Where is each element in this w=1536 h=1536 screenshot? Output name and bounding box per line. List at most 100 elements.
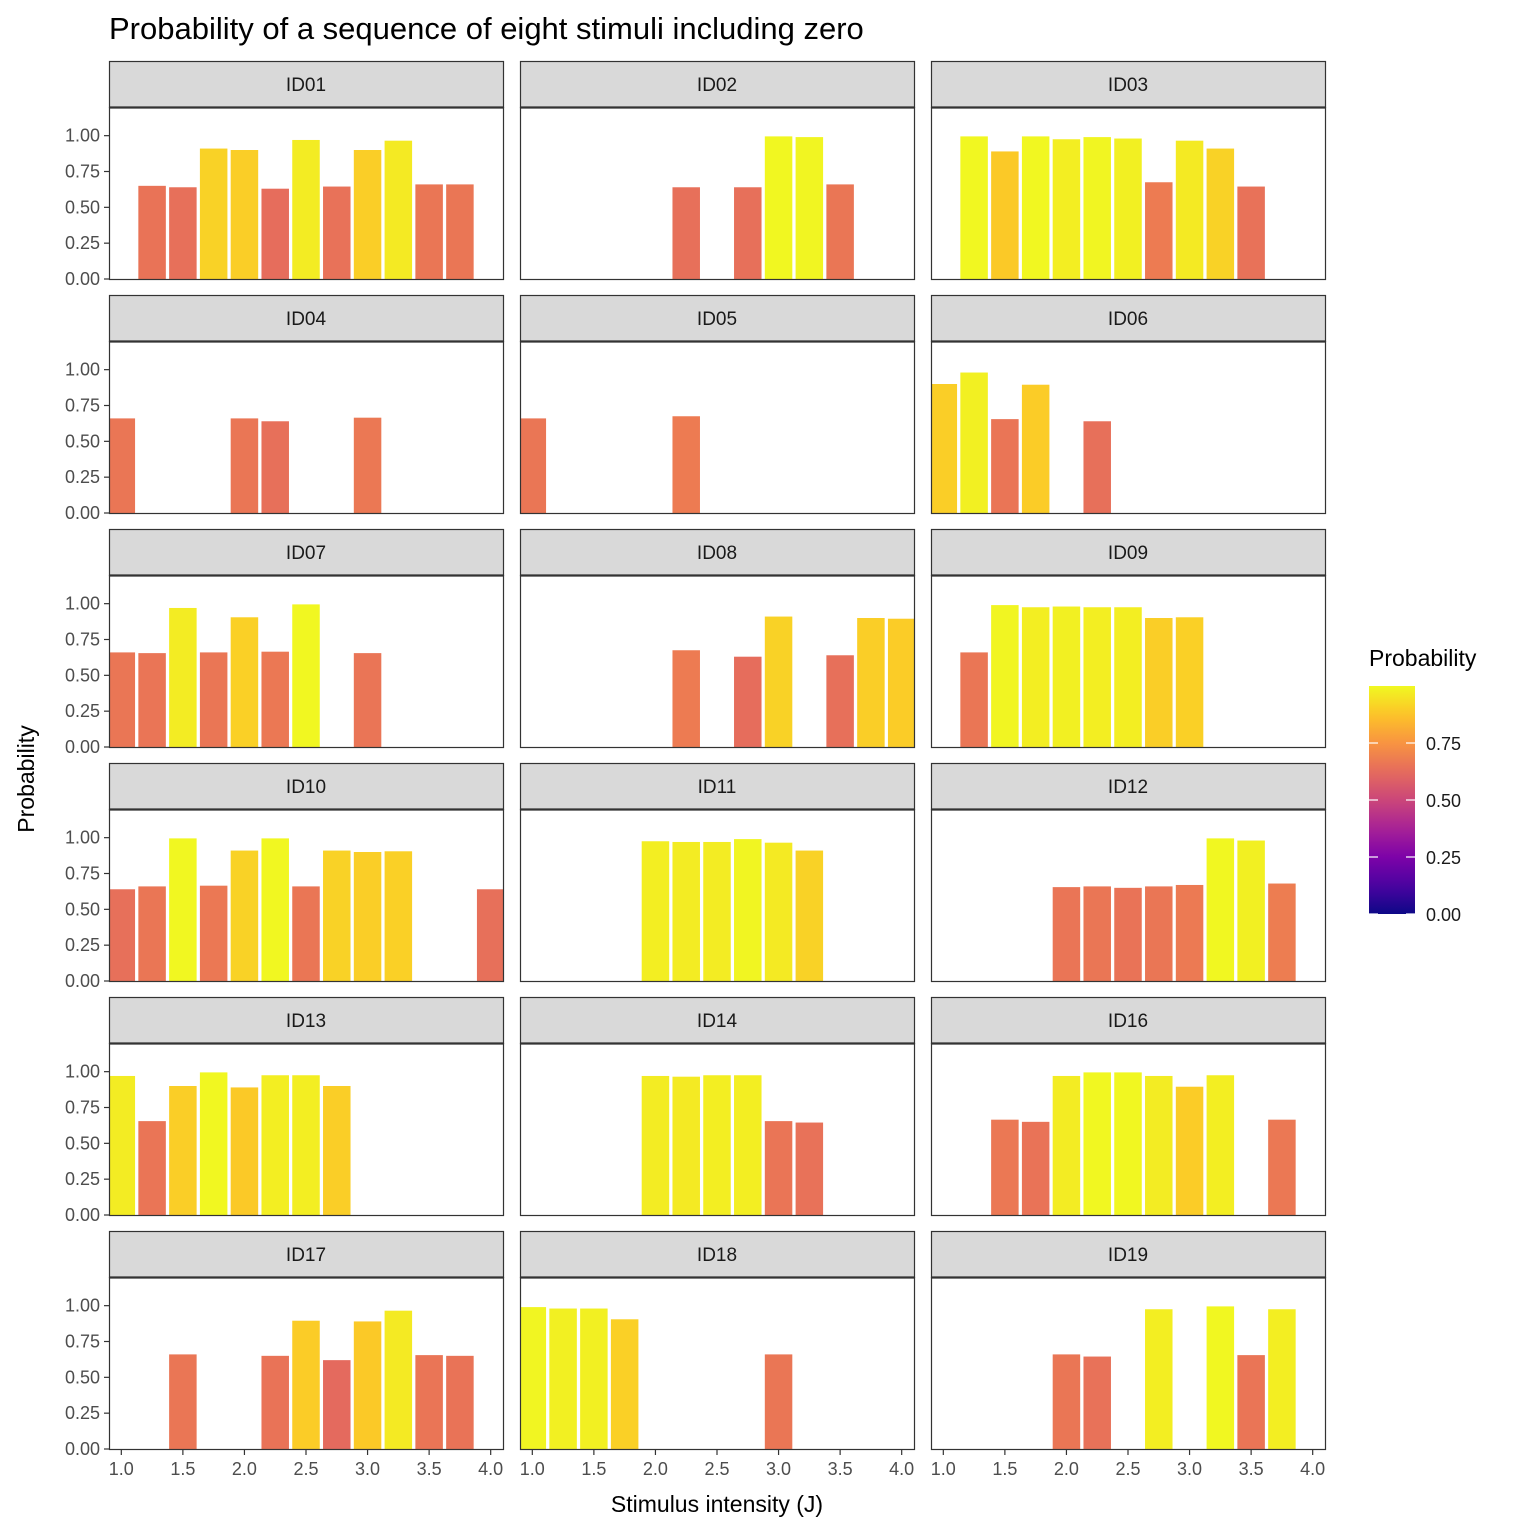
bar [199,652,228,747]
bar [138,1121,166,1215]
x-tick-label: 3.0 [1177,1459,1202,1479]
bar [795,1122,824,1215]
y-tick-label: 0.75 [65,630,100,650]
panel-background [109,341,504,514]
y-tick-label: 1.00 [65,1062,100,1082]
y-tick-label: 0.50 [65,1133,100,1153]
x-axis-0: 1.0 1.5 2.0 2.5 3.0 3.5 4.0 [109,1450,503,1479]
bar [353,852,382,981]
panel-background [520,107,915,280]
bar [641,841,670,981]
x-tick-label: 1.0 [931,1459,956,1479]
bar [1237,1355,1265,1449]
bar [138,886,166,981]
bars [1052,1306,1296,1449]
facet-label: ID13 [286,1011,326,1032]
bar [1268,1119,1296,1215]
y-tick-label: 0.00 [65,1205,100,1225]
bar [1052,606,1081,747]
facet-panel-id01: ID01 0.00 0.25 0.50 0.75 1.00 [65,60,505,289]
panel-background [520,575,915,748]
bar [960,136,988,279]
x-tick-label: 2.5 [1115,1459,1140,1479]
bar [1114,138,1142,279]
facet-strip [930,294,1327,343]
facet-strip [108,528,505,577]
bar [1083,1356,1111,1449]
bar [323,186,351,279]
legend-label: 0.25 [1426,848,1461,868]
bar [672,841,700,981]
bar [764,136,793,279]
facet-strip [108,1230,505,1279]
facet-panel-id07: ID07 0.00 0.25 0.50 0.75 1.00 [65,528,505,757]
facet-label: ID16 [1108,1011,1148,1032]
facet-panel-id18: ID18 [519,1230,916,1451]
y-tick-label: 1.00 [65,1296,100,1316]
y-tick-label: 1.00 [65,594,100,614]
bar [476,889,504,981]
bar [1145,618,1173,747]
y-tick-label: 0.75 [65,1098,100,1118]
bar [1114,607,1142,747]
bar [703,1075,731,1215]
bar [446,1355,474,1449]
facet-panel-id02: ID02 [519,60,916,281]
facet-label: ID04 [286,309,327,330]
x-tick-label: 4.0 [889,1459,914,1479]
bar [764,842,793,981]
bar [1052,1075,1081,1215]
bar [446,184,474,279]
bar [826,655,854,747]
facet-label: ID03 [1108,75,1148,96]
bar [991,151,1019,279]
facet-label: ID08 [697,543,737,564]
facet-strip [108,60,505,109]
x-tick-label: 3.5 [828,1459,853,1479]
bar [610,1319,639,1449]
bars [960,136,1265,279]
bars [169,1310,474,1449]
facet-panel-id03: ID03 [930,60,1327,281]
facet-strip [108,996,505,1045]
bar [1268,1309,1296,1449]
facet-label: ID05 [697,309,737,330]
bars [931,372,1111,513]
bar [764,1121,793,1215]
bar [672,1076,700,1215]
bar [353,417,382,513]
bar [1052,887,1081,981]
facet-strip [930,762,1327,811]
facet-label: ID07 [286,543,326,564]
chart-title: Probability of a sequence of eight stimu… [109,11,864,46]
bar [1175,140,1204,279]
bar [1175,617,1204,747]
y-tick-label: 1.00 [65,828,100,848]
bar [199,148,228,279]
bar [1206,1306,1235,1449]
bars [672,616,915,747]
bar [109,418,136,513]
facet-strip [108,762,505,811]
bar [764,1354,793,1449]
bar [1114,887,1142,981]
bars [109,1072,351,1215]
bar [109,652,136,747]
bar [292,139,320,279]
bar [1114,1072,1142,1215]
bar [1175,1086,1204,1215]
x-axis-2: 1.0 1.5 2.0 2.5 3.0 3.5 4.0 [931,1450,1325,1479]
y-tick-label: 0.75 [65,864,100,884]
bar [734,187,762,279]
x-tick-label: 2.0 [1054,1459,1079,1479]
facet-label: ID09 [1108,543,1148,564]
y-tick-label: 0.75 [65,396,100,416]
bar [931,384,958,513]
bar [353,150,382,279]
bar [641,1075,670,1215]
bar [261,1075,289,1215]
y-tick-label: 0.25 [65,233,100,253]
y-tick-label: 0.50 [65,431,100,451]
bar [1021,1121,1050,1215]
